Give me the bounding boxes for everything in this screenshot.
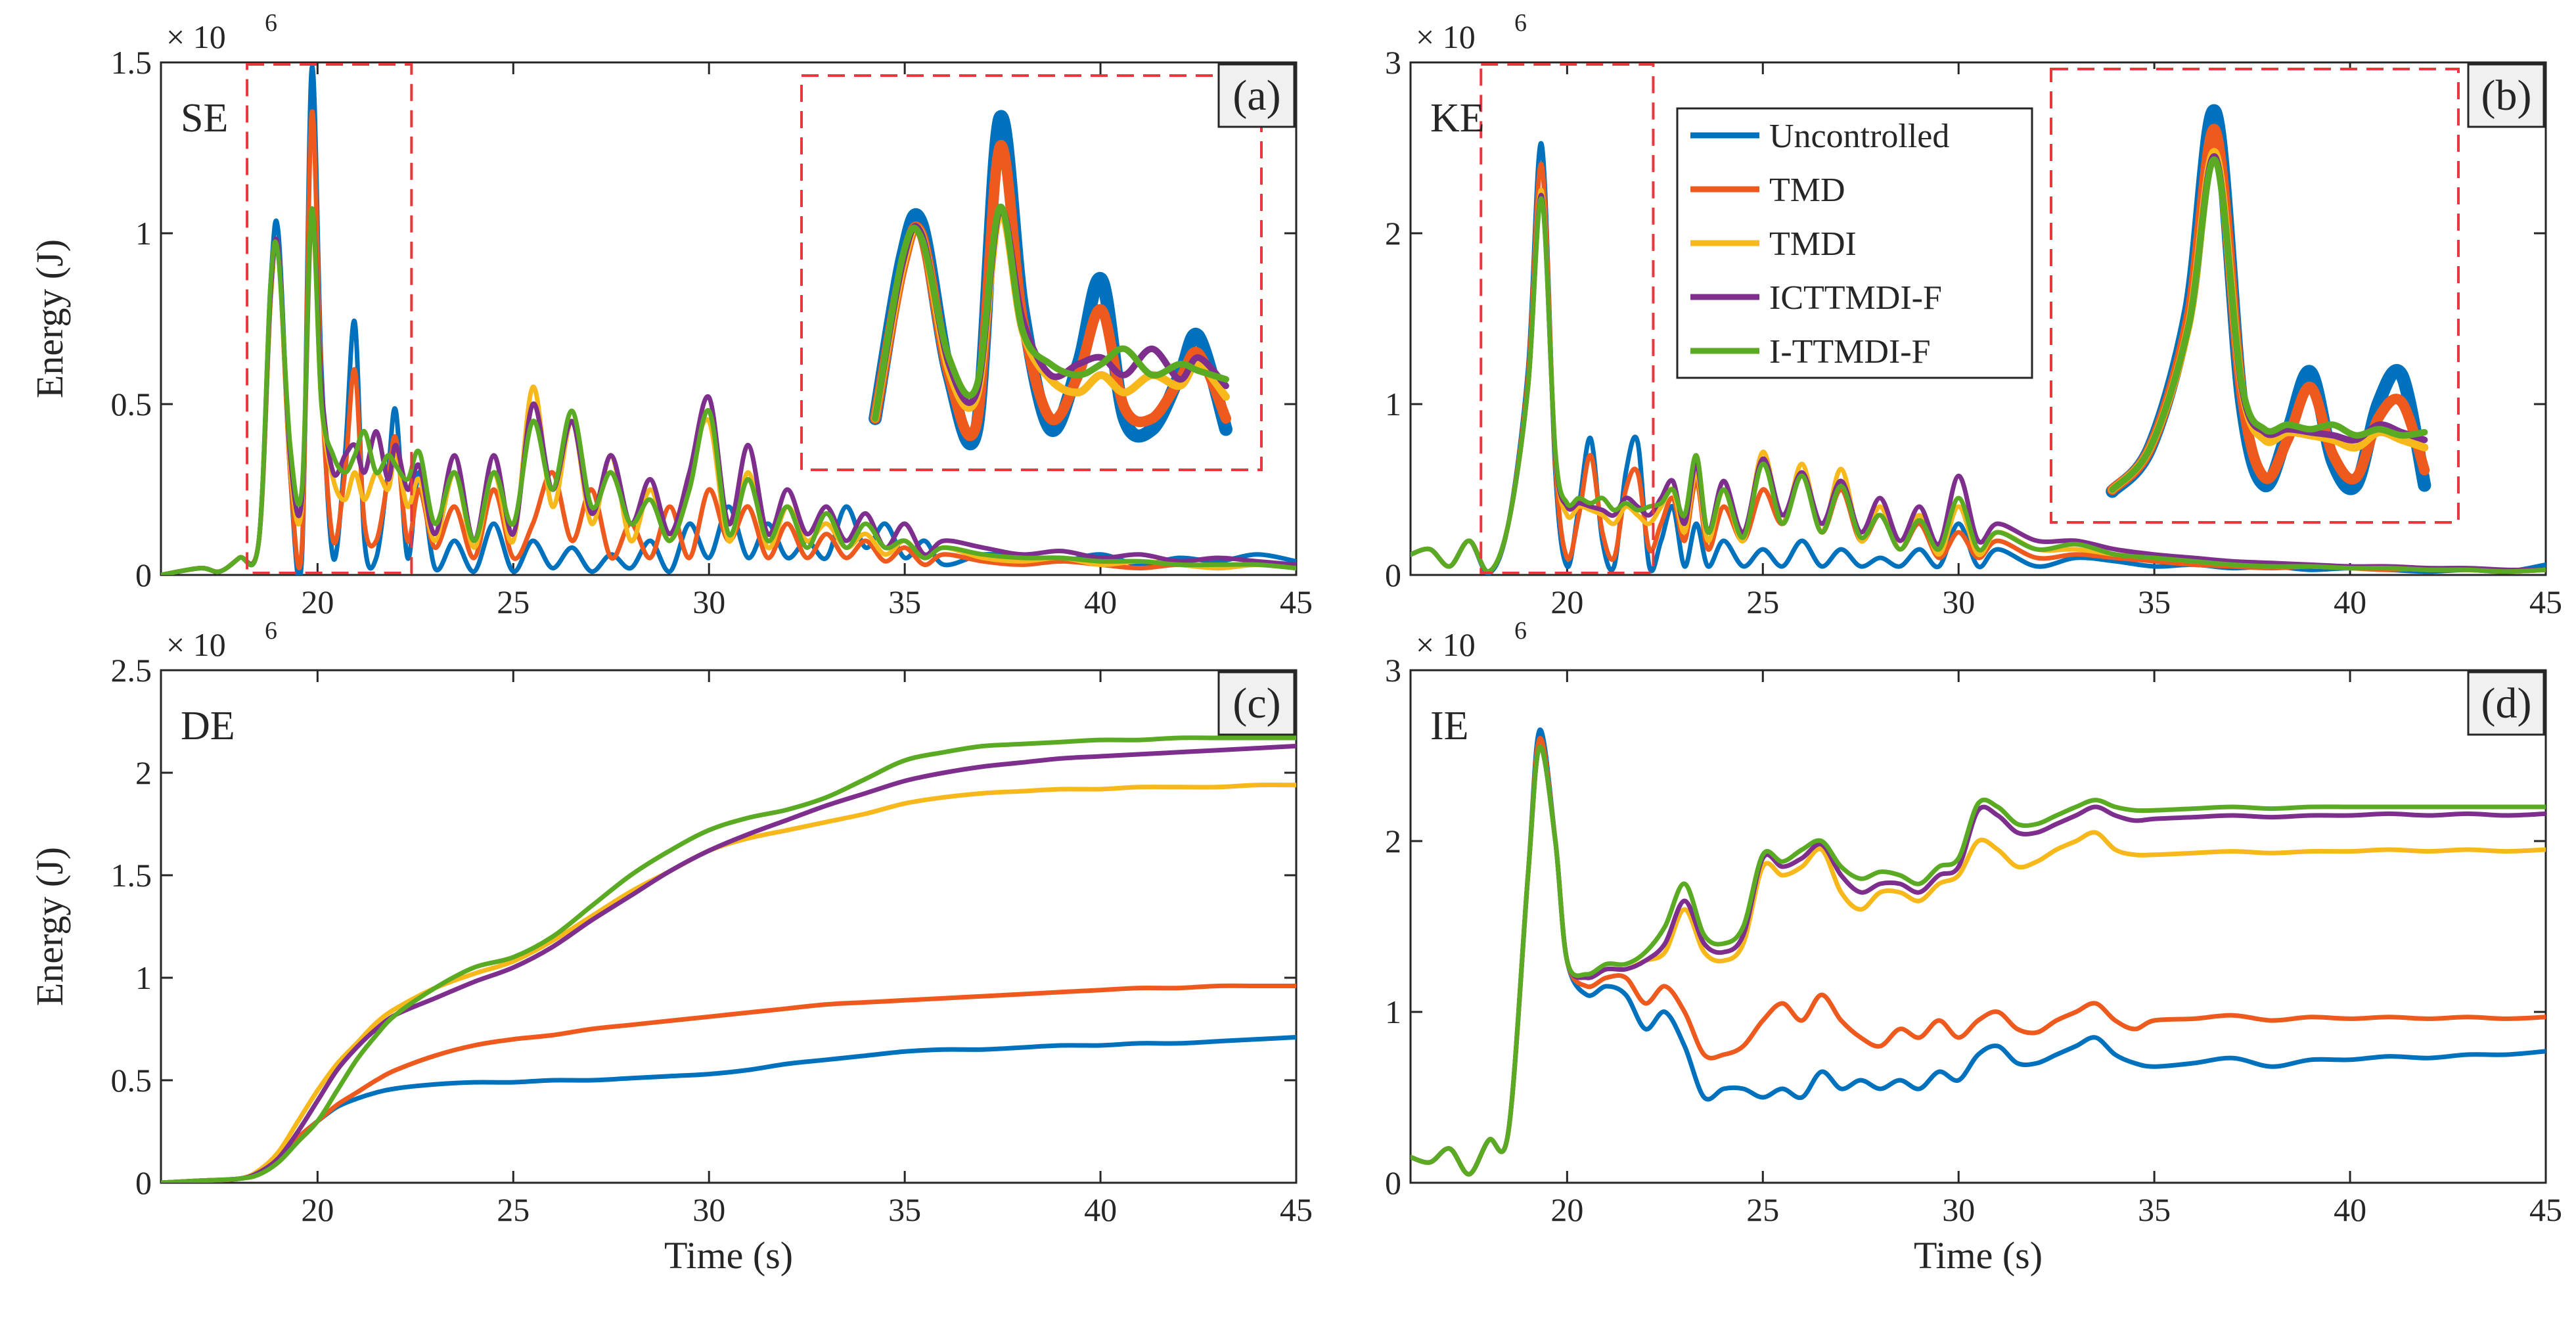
panel-tag: SE [181, 96, 228, 141]
panel-label: (a) [1232, 72, 1280, 120]
y-tick-label: 1 [135, 959, 152, 996]
panel-tag: KE [1430, 96, 1485, 141]
y-axis-label: Energy (J) [28, 239, 71, 398]
y-multiplier: × 10 [1416, 626, 1476, 663]
x-tick-label: 25 [1746, 1191, 1779, 1228]
y-multiplier-exponent: 6 [1514, 617, 1527, 645]
legend-label-i-ttmdi-f: I-TTMDI-F [1769, 333, 1931, 371]
x-tick-label: 40 [1084, 583, 1117, 620]
panel-tag: DE [181, 704, 235, 748]
y-tick-label: 0 [135, 1164, 152, 1201]
x-tick-label: 30 [1942, 583, 1975, 620]
y-multiplier: × 10 [166, 626, 226, 663]
y-tick-label: 1.5 [111, 44, 152, 81]
x-tick-label: 30 [692, 1191, 725, 1228]
x-tick-label: 35 [2138, 583, 2171, 620]
y-multiplier: × 10 [1416, 18, 1476, 55]
x-tick-label: 35 [888, 583, 921, 620]
y-tick-label: 0.5 [111, 386, 152, 423]
highlight-box [1480, 63, 1655, 574]
series-line-tmdi [161, 782, 1296, 1183]
panel-label-box [2467, 63, 2545, 128]
x-tick-label: 45 [2529, 583, 2562, 620]
y-tick-label: 3 [1385, 44, 1401, 81]
y-tick-label: 1 [1385, 386, 1401, 423]
series-line-i-ttmdi-f [1411, 196, 2546, 574]
series-line-icttmdi-f [161, 743, 1296, 1183]
panel-label: (c) [1232, 679, 1280, 727]
y-tick-label: 1 [135, 215, 152, 252]
x-tick-label: 20 [301, 1191, 334, 1228]
plot-area [1409, 669, 2547, 1184]
y-multiplier-exponent: 6 [1514, 9, 1527, 37]
x-tick-label: 40 [2334, 583, 2366, 620]
x-tick-label: 20 [1550, 1191, 1583, 1228]
panel-tag: IE [1430, 704, 1469, 748]
x-tick-label: 45 [1280, 583, 1313, 620]
x-tick-label: 30 [1942, 1191, 1975, 1228]
legend: Uncontrolled TMD TMDI ICTTMDI-F I-TTMDI-F [1676, 107, 2033, 379]
panel-label: (d) [2481, 679, 2532, 727]
y-tick-label: 2 [135, 754, 152, 791]
x-axis-label: Time (s) [664, 1234, 793, 1277]
series-line-tmd [161, 109, 1296, 575]
x-tick-label: 35 [2138, 1191, 2171, 1228]
x-tick-label: 25 [497, 1191, 530, 1228]
y-tick-label: 2 [1385, 823, 1401, 859]
panel-label: (b) [2481, 72, 2532, 120]
y-tick-label: 2 [1385, 215, 1401, 252]
panel-label-box [1217, 671, 1296, 736]
highlight-box [246, 63, 413, 574]
series-line-i-ttmdi-f [161, 206, 1296, 575]
y-tick-label: 2.5 [111, 652, 152, 689]
series-line-uncontrolled [161, 64, 1296, 575]
panel-c-de: 20 25 30 35 40 45 0 0.5 1 1.5 2 2.5 × 10 6 Energy (J) T… [28, 617, 1313, 1277]
y-tick-label: 0 [1385, 1164, 1401, 1201]
y-axis-label: Energy (J) [28, 847, 71, 1006]
panel-d-ie: 20 25 30 35 40 45 0 1 2 3 × 10 6 Time (s) IE (d) [1385, 617, 2562, 1277]
panel-b-ke: 20 25 30 35 40 45 0 1 2 3 × 10 6 KE (b) Uncontrolled TM… [1385, 9, 2562, 620]
y-tick-label: 0.5 [111, 1062, 152, 1099]
x-tick-label: 35 [888, 1191, 921, 1228]
legend-label-icttmdi-f: ICTTMDI-F [1769, 279, 1942, 317]
panel-label-box [1217, 63, 1296, 128]
x-tick-label: 25 [497, 583, 530, 620]
x-tick-label: 45 [2529, 1191, 2562, 1228]
x-axis-label: Time (s) [1914, 1234, 2043, 1277]
x-tick-label: 30 [692, 583, 725, 620]
y-multiplier: × 10 [166, 18, 226, 55]
y-tick-label: 0 [1385, 557, 1401, 593]
legend-label-uncontrolled: Uncontrolled [1769, 118, 1949, 155]
x-tick-label: 25 [1746, 583, 1779, 620]
series-line-i-ttmdi-f [1411, 744, 2546, 1177]
inset-line-i-ttmdi-f [872, 204, 1229, 422]
y-multiplier-exponent: 6 [265, 9, 277, 37]
series-line-uncontrolled [1411, 141, 2546, 575]
y-tick-label: 1 [1385, 994, 1401, 1030]
panel-a-se: 20 25 30 35 40 45 0 0.5 1 1.5 × 10 6 Energy (J) SE (a) [28, 9, 1313, 620]
inset-line-i-ttmdi-f [2109, 156, 2428, 493]
panel-label-box [2467, 671, 2545, 736]
x-tick-label: 20 [1550, 583, 1583, 620]
x-tick-label: 20 [301, 583, 334, 620]
y-tick-label: 0 [135, 557, 152, 593]
plot-area [160, 669, 1298, 1184]
y-tick-label: 1.5 [111, 857, 152, 894]
x-tick-label: 40 [1084, 1191, 1117, 1228]
series-line-i-ttmdi-f [161, 735, 1296, 1183]
y-tick-label: 3 [1385, 652, 1401, 689]
x-tick-label: 45 [1280, 1191, 1313, 1228]
legend-label-tmdi: TMDI [1769, 225, 1857, 263]
legend-label-tmd: TMD [1769, 171, 1845, 209]
x-tick-label: 40 [2334, 1191, 2366, 1228]
y-multiplier-exponent: 6 [265, 617, 277, 645]
